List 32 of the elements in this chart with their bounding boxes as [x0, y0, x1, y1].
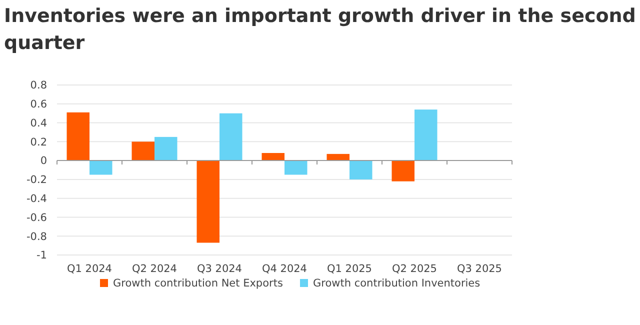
y-tick-label: -1 [36, 250, 47, 262]
x-tick-label: Q1 2024 [66, 263, 112, 275]
y-tick-label: 0 [40, 155, 47, 168]
x-tick-label: Q1 2025 [326, 263, 372, 275]
y-tick-label: -0.4 [26, 193, 48, 206]
bar [132, 142, 154, 161]
bar [154, 136, 178, 161]
y-tick-label: -0.6 [26, 212, 48, 224]
bar [392, 160, 414, 182]
y-tick-label: -0.8 [26, 230, 47, 243]
x-tick-label: Q2 2024 [132, 263, 178, 275]
legend-label: Growth contribution Net Exports [113, 278, 283, 290]
bar [326, 154, 350, 161]
bar [196, 160, 220, 243]
y-tick-label: 0.2 [30, 136, 47, 148]
chart-title: Inventories were an important growth driver in the second quarter [4, 5, 636, 54]
y-tick-label: 0.6 [30, 98, 48, 111]
x-tick-label: Q3 2024 [196, 263, 242, 275]
bar [414, 110, 438, 161]
bar [350, 160, 372, 180]
bar [90, 160, 112, 175]
bar [284, 160, 308, 175]
bar [262, 153, 284, 161]
x-tick-label: Q3 2025 [456, 263, 502, 275]
y-tick-label: 0.4 [30, 117, 48, 130]
legend-label: Growth contribution Inventories [313, 278, 480, 290]
y-tick-label: 0.8 [30, 80, 47, 92]
x-tick-label: Q4 2024 [262, 263, 308, 275]
bar [66, 112, 90, 161]
bar [220, 113, 242, 161]
x-tick-label: Q2 2025 [392, 263, 438, 275]
y-tick-label: -0.2 [26, 174, 47, 186]
